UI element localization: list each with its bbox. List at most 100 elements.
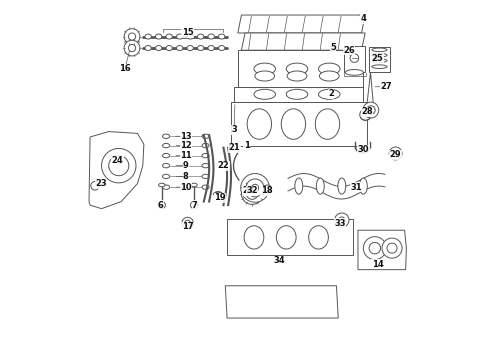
Ellipse shape [163,185,170,189]
Polygon shape [231,102,367,146]
Circle shape [350,54,359,62]
Text: 31: 31 [350,183,362,192]
Text: 11: 11 [180,151,192,160]
Ellipse shape [372,65,387,68]
Text: 34: 34 [273,256,285,265]
Ellipse shape [219,45,225,50]
Circle shape [124,29,140,44]
Ellipse shape [372,59,387,62]
Ellipse shape [315,109,340,139]
Ellipse shape [295,178,303,194]
Ellipse shape [317,178,324,194]
Text: 4: 4 [361,14,367,23]
Circle shape [101,148,136,183]
Polygon shape [368,47,390,72]
Ellipse shape [318,63,340,75]
Circle shape [339,217,345,224]
Ellipse shape [163,153,170,158]
Ellipse shape [187,34,194,39]
Text: 22: 22 [218,161,229,170]
Circle shape [109,156,129,176]
Circle shape [124,40,140,56]
Ellipse shape [202,163,209,168]
Ellipse shape [202,143,209,148]
Circle shape [387,243,397,253]
Text: 18: 18 [261,186,272,195]
Ellipse shape [202,174,209,179]
Polygon shape [227,220,353,255]
Polygon shape [238,50,364,87]
Circle shape [246,188,258,199]
Ellipse shape [145,34,151,39]
Ellipse shape [163,134,170,138]
Circle shape [185,220,191,226]
Text: 30: 30 [358,145,369,154]
Text: 13: 13 [180,132,192,141]
Ellipse shape [372,48,387,51]
Text: 2: 2 [328,89,334,98]
Text: 7: 7 [192,201,197,210]
Ellipse shape [372,53,387,57]
Polygon shape [234,87,364,102]
Polygon shape [367,72,373,108]
Ellipse shape [286,63,308,75]
Ellipse shape [176,45,183,50]
Ellipse shape [244,226,264,249]
Polygon shape [358,230,406,270]
Ellipse shape [247,109,271,139]
Circle shape [363,102,379,118]
Ellipse shape [318,89,340,99]
Ellipse shape [281,109,306,139]
Ellipse shape [197,45,204,50]
Ellipse shape [176,34,183,39]
Ellipse shape [219,34,225,39]
Ellipse shape [163,163,170,168]
Text: 3: 3 [231,125,237,134]
Text: 26: 26 [343,46,355,55]
Circle shape [360,109,371,121]
Circle shape [246,179,264,197]
Ellipse shape [286,89,308,99]
Text: 19: 19 [214,193,226,202]
Text: 8: 8 [183,172,189,181]
Text: 17: 17 [182,222,194,231]
Text: 23: 23 [95,179,107,188]
Text: 6: 6 [158,201,164,210]
Ellipse shape [191,183,197,187]
Polygon shape [343,45,365,72]
Text: 1: 1 [244,141,250,150]
Ellipse shape [166,34,172,39]
Text: 29: 29 [390,150,401,159]
Ellipse shape [163,174,170,179]
Circle shape [251,184,259,192]
Ellipse shape [338,178,346,194]
Ellipse shape [276,226,296,249]
Text: 25: 25 [372,54,384,63]
Text: 28: 28 [361,107,373,116]
Text: 20: 20 [243,186,254,195]
Ellipse shape [155,34,162,39]
Polygon shape [89,132,144,209]
Circle shape [367,106,375,114]
Text: 15: 15 [182,28,194,37]
Text: 14: 14 [372,260,384,269]
Ellipse shape [197,34,204,39]
Ellipse shape [230,144,238,150]
Circle shape [158,202,166,209]
Text: 24: 24 [112,156,123,165]
Ellipse shape [309,226,328,249]
Text: 12: 12 [180,141,192,150]
Text: 9: 9 [183,161,189,170]
Polygon shape [242,33,365,50]
Circle shape [393,150,398,156]
Ellipse shape [159,183,165,187]
Ellipse shape [202,134,209,138]
Circle shape [182,217,194,229]
Polygon shape [225,286,338,318]
Circle shape [242,183,263,204]
Text: 33: 33 [334,219,346,228]
Ellipse shape [263,185,272,192]
Circle shape [128,33,136,40]
Circle shape [335,213,349,227]
Text: 5: 5 [330,43,336,52]
